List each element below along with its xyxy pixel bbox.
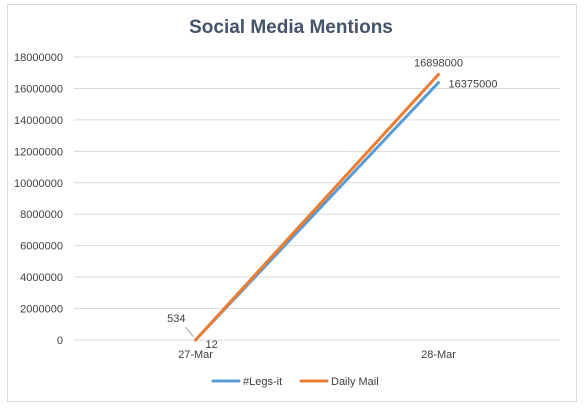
- y-tick-label: 14000000: [14, 115, 63, 127]
- legend-label: Daily Mail: [331, 376, 379, 388]
- y-tick-label: 18000000: [14, 52, 63, 64]
- x-axis-tick-labels: 27-Mar 28-Mar: [178, 349, 456, 361]
- y-axis-tick-labels: 0 2000000 4000000 6000000 8000000 10000000 120…: [14, 52, 63, 347]
- data-label: 534: [167, 313, 185, 325]
- data-labels: 12 16375000 534 16898000: [167, 57, 497, 351]
- legend: #Legs-it Daily Mail: [211, 376, 379, 388]
- chart-frame: [7, 4, 577, 402]
- data-label: 12: [206, 339, 218, 351]
- y-tick-label: 2000000: [20, 304, 63, 316]
- data-label: 16898000: [414, 57, 463, 69]
- y-tick-label: 6000000: [20, 241, 63, 253]
- label-leader-line: [185, 326, 194, 338]
- y-tick-label: 16000000: [14, 83, 63, 95]
- chart-title: Social Media Mentions: [189, 17, 393, 38]
- series-line-2: [194, 72, 440, 342]
- y-tick-label: 10000000: [14, 178, 63, 190]
- x-tick-label: 27-Mar: [178, 349, 213, 361]
- series-lines: [194, 72, 440, 342]
- y-tick-label: 0: [57, 335, 63, 347]
- y-tick-label: 12000000: [14, 146, 63, 158]
- gridlines: [74, 56, 560, 341]
- legend-label: #Legs-it: [243, 376, 282, 388]
- x-tick-label: 28-Mar: [421, 349, 456, 361]
- data-label: 16375000: [449, 79, 498, 91]
- y-tick-label: 8000000: [20, 209, 63, 221]
- y-tick-label: 4000000: [20, 272, 63, 284]
